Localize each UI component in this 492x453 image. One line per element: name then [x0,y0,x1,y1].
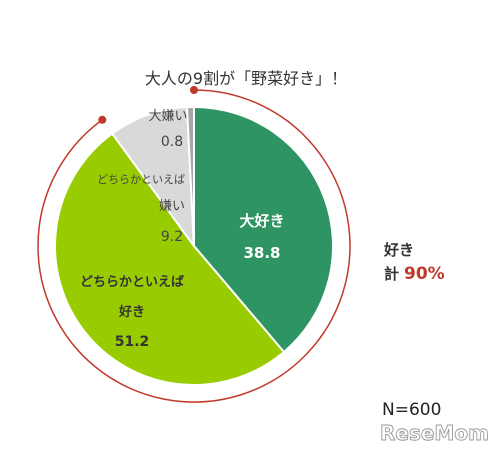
slice-value-daisuki: 38.8 [243,244,280,262]
favor-arc-end-dot [98,115,107,124]
annotation-total: 90% [404,264,445,284]
slice-label-dochiraka-suki-2: 好き [118,304,145,320]
annotation-kei: 計 [384,265,399,283]
slice-dochiraka-kirai [110,106,196,250]
slice-label-dochiraka-kirai-2: 嫌い [159,199,185,214]
resemom-watermark: ReseMom [380,421,489,445]
slice-dochiraka-suki [54,132,286,386]
slice-label-dochiraka-suki-1: どちらかといえば [80,275,184,290]
slice-daisuki [193,105,334,354]
slice-value-dochiraka-kirai: 9.2 [161,229,183,245]
chart-title: 大人の9割が「野菜好き」！ [145,69,347,88]
favor-arc [37,86,351,403]
slice-value-daikirai: 0.8 [161,134,183,150]
favor-arc-line [37,89,351,403]
slice-label-dochiraka-kirai-1: どちらかといえば [97,173,185,186]
annotation-suki: 好き [383,241,414,259]
favor-arc-start-dot [190,86,198,94]
slice-label-daisuki: 大好き [239,212,284,230]
slice-label-daikirai: 大嫌い [148,109,187,124]
slice-daikirai [185,105,195,247]
sample-size: N=600 [382,400,441,420]
pie-slices [54,105,334,386]
slice-value-dochiraka-suki: 51.2 [115,334,150,350]
